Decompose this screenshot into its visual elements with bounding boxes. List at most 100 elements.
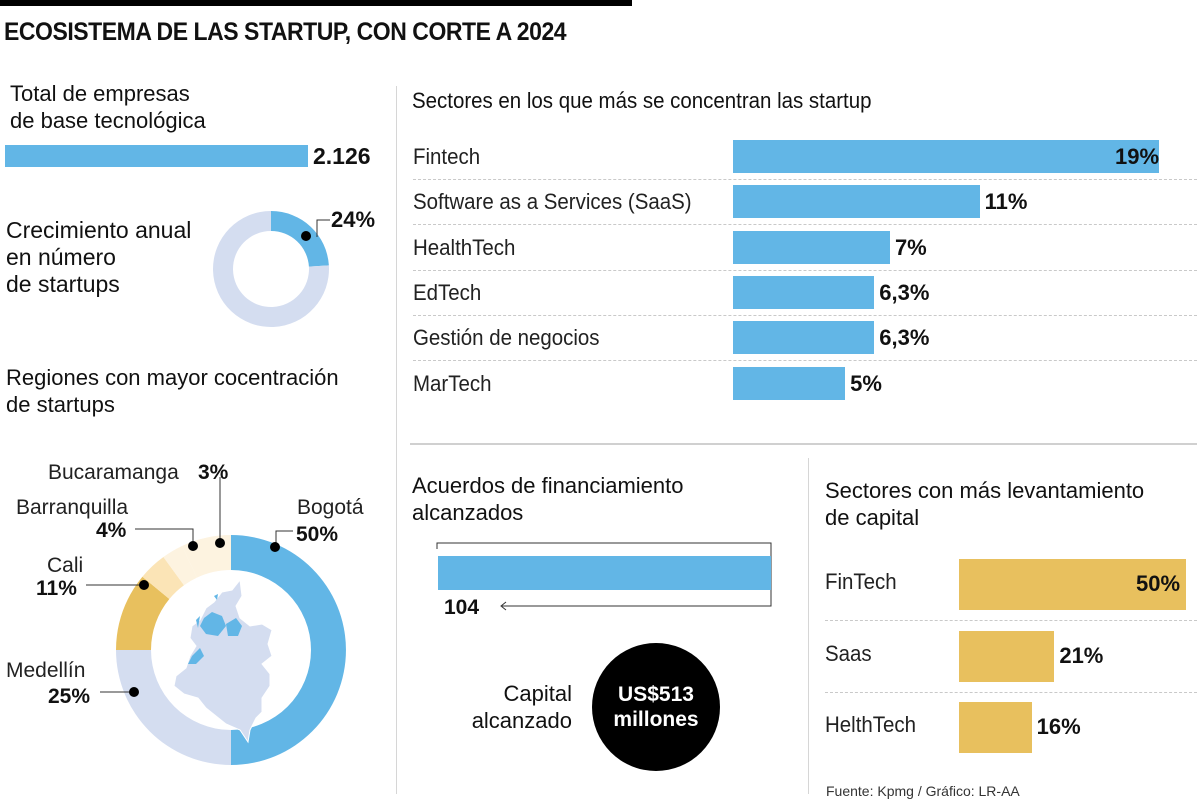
page-title: ECOSISTEMA DE LAS STARTUP, CON CORTE A 2… bbox=[4, 18, 567, 46]
bogota-leader-line bbox=[275, 530, 293, 547]
sectors-title: Sectores en los que más se concentran la… bbox=[412, 88, 872, 113]
map-region-medellin bbox=[200, 612, 226, 636]
cali-value: 11% bbox=[36, 577, 77, 600]
capital-sectors-bar bbox=[959, 702, 1032, 753]
capital-sectors-row-divider bbox=[825, 620, 1197, 622]
regions-donut-chart: Bogotá 50% Bucaramanga 3% Barranquilla 4… bbox=[6, 461, 364, 765]
funding-arrow-icon bbox=[500, 601, 507, 611]
total-companies-value: 2.126 bbox=[313, 143, 371, 169]
total-companies-title-line2: de base tecnológica bbox=[10, 108, 206, 133]
sectors-bar bbox=[733, 366, 846, 400]
funding-title-line2: alcanzados bbox=[412, 500, 524, 525]
map-region-cali bbox=[188, 648, 204, 664]
donut-slice-medellin bbox=[116, 650, 231, 765]
sectors-value-label: 19% bbox=[1115, 144, 1160, 169]
map-region-barranquilla bbox=[214, 594, 218, 600]
sectors-row-divider bbox=[413, 360, 1197, 362]
annual-growth-donut: 24% bbox=[213, 207, 375, 327]
capital-sectors-value-label: 21% bbox=[1059, 642, 1104, 668]
capital-sectors-title: Sectores con más levantamiento de capita… bbox=[825, 477, 1144, 531]
bucaramanga-label: Bucaramanga bbox=[48, 461, 179, 484]
map-region-bogota-area bbox=[196, 616, 200, 628]
annual-growth-leader-line bbox=[316, 219, 330, 237]
annual-growth-title-line2: en número bbox=[6, 244, 116, 270]
sectors-category-label: Software as a Services (SaaS) bbox=[413, 189, 692, 215]
total-companies-bar bbox=[5, 145, 308, 167]
medellin-label: Medellín bbox=[6, 659, 85, 682]
funding-title-line1: Acuerdos de financiamiento bbox=[412, 473, 684, 498]
barranquilla-marker bbox=[188, 541, 198, 551]
vertical-divider-bottom bbox=[808, 458, 809, 794]
donut-slice-rest bbox=[213, 211, 329, 327]
sectors-category-label: HealthTech bbox=[413, 234, 516, 260]
vertical-divider-main bbox=[396, 86, 397, 794]
sectors-row-divider bbox=[413, 179, 1197, 181]
funding-title: Acuerdos de financiamiento alcanzados bbox=[412, 472, 684, 526]
sectors-bar bbox=[733, 230, 890, 264]
regions-title-line1: Regiones con mayor cocentración bbox=[6, 365, 339, 390]
capital-sectors-category-label: HelthTech bbox=[825, 712, 916, 737]
source-note: Fuente: Kpmg / Gráfico: LR-AA bbox=[826, 783, 1020, 799]
bogota-marker bbox=[270, 542, 280, 552]
sectors-value-label: 6,3% bbox=[879, 325, 930, 351]
capital-label-line2: alcanzado bbox=[471, 708, 572, 733]
capital-sectors-bar bbox=[959, 559, 1186, 610]
bucaramanga-value: 3% bbox=[198, 461, 229, 484]
total-companies-title-line1: Total de empresas bbox=[10, 81, 190, 106]
funding-deals-value: 104 bbox=[444, 596, 479, 619]
funding-deals-bar bbox=[438, 556, 771, 590]
capital-sectors-value-label: 50% bbox=[1136, 571, 1181, 596]
capital-sectors-row-divider bbox=[825, 691, 1197, 693]
bucaramanga-marker bbox=[215, 538, 225, 548]
horizontal-divider bbox=[410, 443, 1197, 445]
regions-title-line2: de startups bbox=[6, 392, 115, 417]
map-region-bucaramanga bbox=[226, 618, 242, 636]
capital-value-line1: US$513 bbox=[618, 683, 694, 706]
capital-label: Capital alcanzado bbox=[440, 680, 572, 734]
funding-deals-chart: 104 bbox=[436, 542, 772, 619]
sectors-bar bbox=[733, 275, 875, 309]
donut-slice-bogota bbox=[231, 535, 346, 765]
sectors-value-label: 11% bbox=[984, 189, 1028, 215]
annual-growth-title: Crecimiento anual en número de startups bbox=[6, 217, 191, 298]
funding-bracket-line bbox=[436, 542, 772, 607]
regions-title: Regiones con mayor cocentración de start… bbox=[6, 364, 339, 418]
donut-slice-growth bbox=[271, 211, 329, 267]
sectors-category-label: MarTech bbox=[413, 370, 492, 396]
total-companies-title: Total de empresas de base tecnológica bbox=[10, 80, 206, 134]
capital-value-line2: millones bbox=[613, 708, 699, 731]
barranquilla-label: Barranquilla bbox=[16, 496, 128, 519]
sectors-bar bbox=[733, 185, 980, 219]
capital-label-line1: Capital bbox=[503, 681, 572, 706]
cali-label: Cali bbox=[47, 554, 83, 577]
annual-growth-marker bbox=[301, 231, 311, 241]
capital-sectors-title-line1: Sectores con más levantamiento bbox=[825, 478, 1145, 503]
annual-growth-title-line3: de startups bbox=[6, 271, 120, 297]
top-rule bbox=[0, 0, 632, 6]
capital-sectors-title-line2: de capital bbox=[825, 505, 920, 530]
sectors-category-label: EdTech bbox=[413, 279, 482, 305]
capital-sectors-bar bbox=[959, 630, 1055, 682]
sectors-bar bbox=[733, 321, 875, 355]
annual-growth-value: 24% bbox=[331, 207, 375, 232]
sectors-value-label: 7% bbox=[894, 234, 927, 260]
capital-sectors-category-label: Saas bbox=[825, 640, 872, 666]
sectors-category-label: Fintech bbox=[413, 144, 481, 169]
cali-marker bbox=[139, 580, 149, 590]
sectors-bar bbox=[733, 140, 1159, 173]
sectors-row-divider bbox=[413, 315, 1197, 317]
capital-sectors-category-label: FinTech bbox=[825, 569, 897, 594]
sectors-value-label: 6,3% bbox=[879, 279, 930, 305]
capital-value-badge: US$513 millones bbox=[592, 643, 720, 771]
donut-slice-cali bbox=[116, 576, 170, 650]
sectors-category-label: Gestión de negocios bbox=[413, 325, 600, 351]
sectors-value-label: 5% bbox=[850, 370, 882, 396]
sectors-row-divider bbox=[413, 269, 1197, 271]
donut-slice-bucaramanga bbox=[163, 545, 197, 586]
sectors-chart: Fintech 19% Software as a Services (SaaS) 1… bbox=[413, 140, 1197, 400]
medellin-marker bbox=[129, 687, 139, 697]
capital-sectors-value-label: 16% bbox=[1036, 714, 1081, 739]
medellin-value: 25% bbox=[48, 685, 90, 708]
sectors-row-divider bbox=[413, 224, 1197, 226]
bogota-value: 50% bbox=[296, 523, 338, 546]
